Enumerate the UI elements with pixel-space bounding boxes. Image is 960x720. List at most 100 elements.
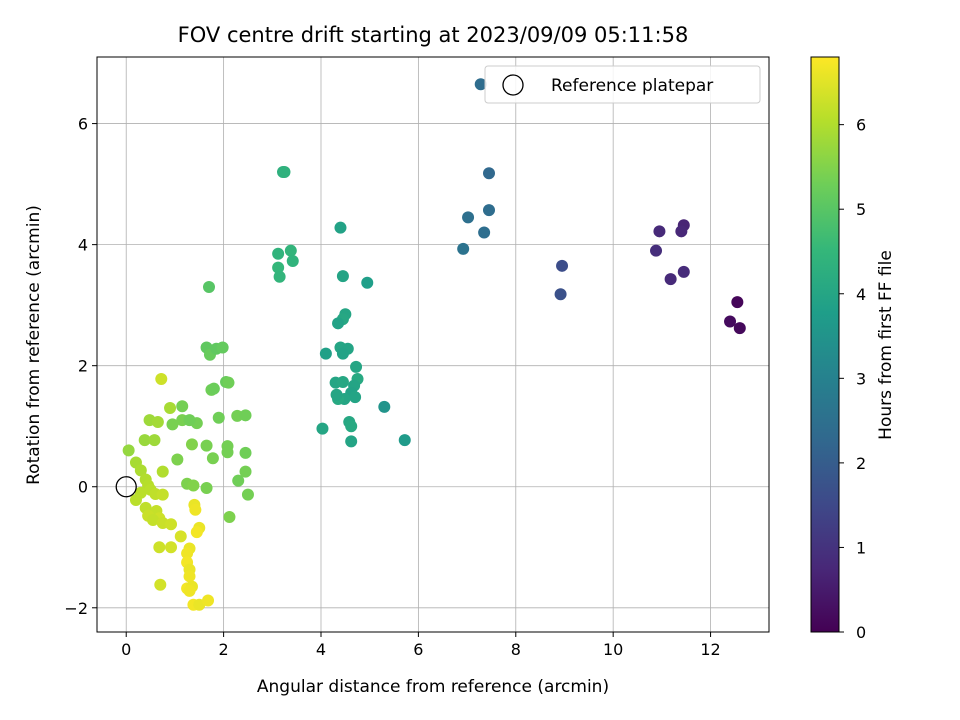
colorbar-ticks: 0 1 2 3 4 5 6 (839, 116, 866, 642)
data-point (156, 488, 169, 501)
data-point (138, 434, 151, 447)
data-point (183, 414, 196, 427)
data-point (478, 226, 491, 239)
y-tick-label: 6 (78, 115, 88, 134)
data-point (147, 514, 159, 527)
y-axis-ticks: −2 0 2 4 6 (64, 115, 97, 618)
data-point (212, 411, 225, 424)
scatter-points (122, 78, 746, 611)
data-point (483, 204, 495, 217)
x-tick-label: 6 (413, 640, 423, 659)
data-point (483, 167, 495, 180)
data-point (216, 341, 229, 354)
colorbar: 0 1 2 3 4 5 6 Hours from first FF file (810, 56, 896, 642)
data-point (222, 376, 235, 389)
data-point (316, 422, 329, 435)
data-point (203, 281, 215, 293)
data-point (165, 518, 178, 531)
data-point (332, 317, 345, 330)
data-point (733, 322, 746, 335)
x-tick-label: 0 (121, 640, 131, 659)
legend: Reference platepar (484, 65, 761, 104)
data-point (239, 409, 252, 422)
y-tick-label: 0 (78, 478, 88, 497)
data-point (151, 415, 164, 428)
data-point (349, 391, 362, 404)
data-point (361, 276, 374, 289)
data-point (202, 594, 215, 607)
data-point (272, 261, 285, 274)
y-tick-label: −2 (64, 599, 88, 618)
data-point (232, 474, 245, 487)
data-point (207, 382, 220, 395)
data-point (336, 347, 349, 360)
data-point (336, 376, 349, 389)
data-point (462, 211, 475, 224)
legend-box (484, 65, 761, 104)
data-point (154, 578, 167, 591)
data-point (556, 259, 569, 272)
colorbar-tick-label: 5 (856, 200, 866, 219)
data-point (153, 541, 166, 554)
data-point (122, 444, 135, 457)
data-point (675, 225, 688, 238)
data-point (206, 452, 219, 465)
x-tick-label: 2 (219, 640, 229, 659)
data-point (554, 288, 567, 301)
y-tick-label: 2 (78, 357, 88, 376)
reference-platepar-marker (115, 476, 137, 498)
data-point (239, 446, 252, 459)
y-axis-label: Rotation from reference (arcmin) (24, 205, 44, 485)
data-point (336, 270, 349, 283)
y-tick-label: 4 (78, 236, 88, 255)
data-point (187, 479, 200, 492)
data-point (731, 296, 744, 309)
data-point (183, 584, 196, 597)
legend-entry-reference-platepar: Reference platepar (551, 76, 713, 96)
data-point (378, 400, 391, 413)
data-point (190, 526, 203, 539)
data-point (334, 221, 347, 234)
data-point (183, 570, 196, 583)
data-point (398, 434, 411, 447)
data-point (457, 242, 470, 255)
colorbar-tick-label: 3 (856, 369, 866, 388)
data-point (677, 265, 690, 278)
data-point (166, 418, 179, 431)
data-point (155, 373, 168, 385)
data-point (185, 438, 198, 451)
data-point (284, 244, 297, 257)
data-point (345, 435, 358, 448)
data-point (134, 464, 147, 477)
colorbar-tick-label: 2 (856, 454, 866, 473)
chart-title: FOV centre drift starting at 2023/09/09 … (178, 23, 689, 47)
data-point (241, 488, 254, 501)
data-point (148, 434, 161, 447)
colorbar-gradient (810, 56, 840, 633)
data-point (330, 388, 343, 401)
data-point (650, 244, 663, 257)
data-point (164, 402, 177, 415)
data-point (174, 530, 187, 543)
data-point (189, 503, 202, 516)
data-point (221, 446, 234, 459)
x-axis-ticks: 0 2 4 6 8 10 12 (121, 632, 721, 659)
data-point (345, 420, 358, 433)
legend-reference-marker (502, 74, 524, 96)
data-point (724, 315, 737, 328)
data-point (272, 247, 285, 260)
reference-marker-layer (115, 476, 137, 498)
data-point (653, 225, 666, 238)
x-tick-label: 8 (511, 640, 521, 659)
data-point (165, 541, 178, 554)
data-point (474, 78, 487, 91)
x-tick-label: 10 (603, 640, 623, 659)
data-point (223, 511, 236, 523)
plot-frame (96, 56, 770, 633)
colorbar-tick-label: 4 (856, 285, 866, 304)
data-point (200, 481, 213, 494)
data-point (181, 547, 194, 560)
data-point (171, 453, 184, 466)
data-point (350, 360, 363, 373)
